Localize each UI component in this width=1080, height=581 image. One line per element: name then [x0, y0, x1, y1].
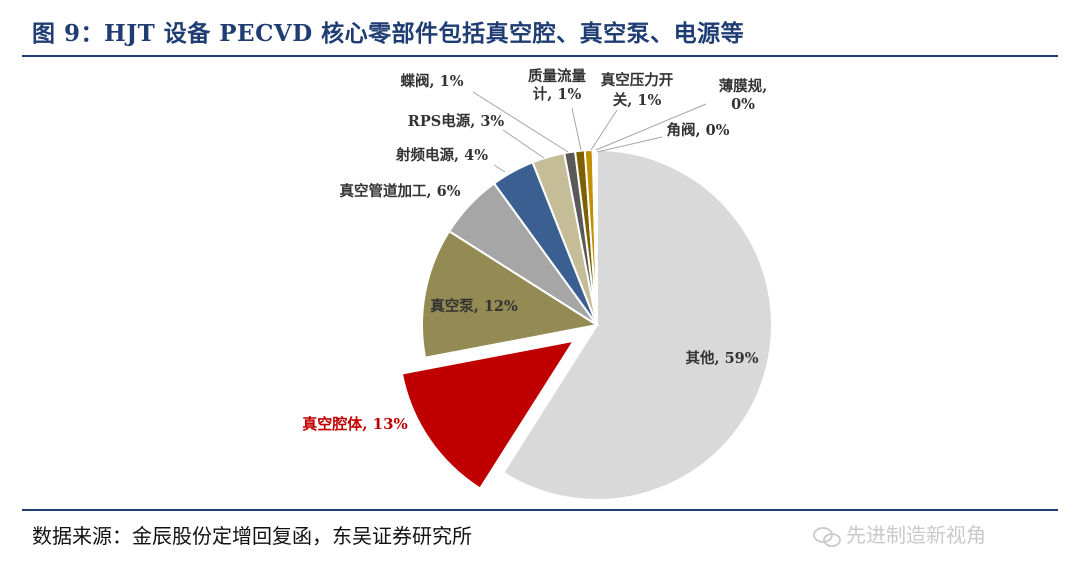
pie-slice-1 [400, 339, 576, 490]
slice-label-6: 蝶阀, 1% [401, 72, 464, 90]
slice-label-0: 其他, 59% [685, 349, 758, 367]
watermark: 先进制造新视角 [812, 519, 986, 548]
leader-line-7 [571, 107, 582, 151]
slice-label-8: 关, 1% [613, 91, 662, 109]
title-rule [22, 55, 1058, 57]
wechat-icon [813, 526, 841, 547]
slice-label-8: 真空压力开 [601, 71, 674, 89]
leader-line-8 [590, 109, 618, 151]
slice-label-9: 薄膜规, [719, 77, 768, 95]
pie-slice-2 [421, 229, 600, 359]
slice-label-1: 真空腔体, 13% [302, 415, 408, 433]
slice-label-7: 质量流量 [528, 67, 586, 85]
leader-line-10 [596, 136, 663, 153]
slice-label-3: 真空管道加工, 6% [340, 182, 461, 200]
source-note: 数据来源：金辰股份定增回复函，东吴证券研究所 [32, 524, 472, 548]
slice-label-4: 射频电源, 4% [395, 146, 488, 164]
slice-label-7: 计, 1% [533, 85, 582, 103]
leader-line-4 [493, 164, 506, 173]
slice-label-9: 0% [731, 96, 755, 113]
source-rule [22, 509, 1058, 511]
figure-title: 图 9：HJT 设备 PECVD 核心零部件包括真空腔、真空泵、电源等 [32, 20, 745, 47]
slice-label-10: 角阀, 0% [667, 121, 730, 139]
leader-line-5 [502, 129, 545, 159]
pie-slice-0 [501, 148, 773, 501]
slice-label-2: 真空泵, 12% [430, 297, 518, 315]
leader-line-6 [472, 91, 569, 153]
watermark-text: 先进制造新视角 [846, 523, 986, 547]
leader-line-9 [595, 103, 707, 151]
pie-chart: 其他, 59% 真空腔体, 13% 真空泵, 12% 真空管道加工, 6% 射频电源, … [302, 67, 773, 501]
slice-label-5: RPS电源, 3% [408, 112, 505, 130]
